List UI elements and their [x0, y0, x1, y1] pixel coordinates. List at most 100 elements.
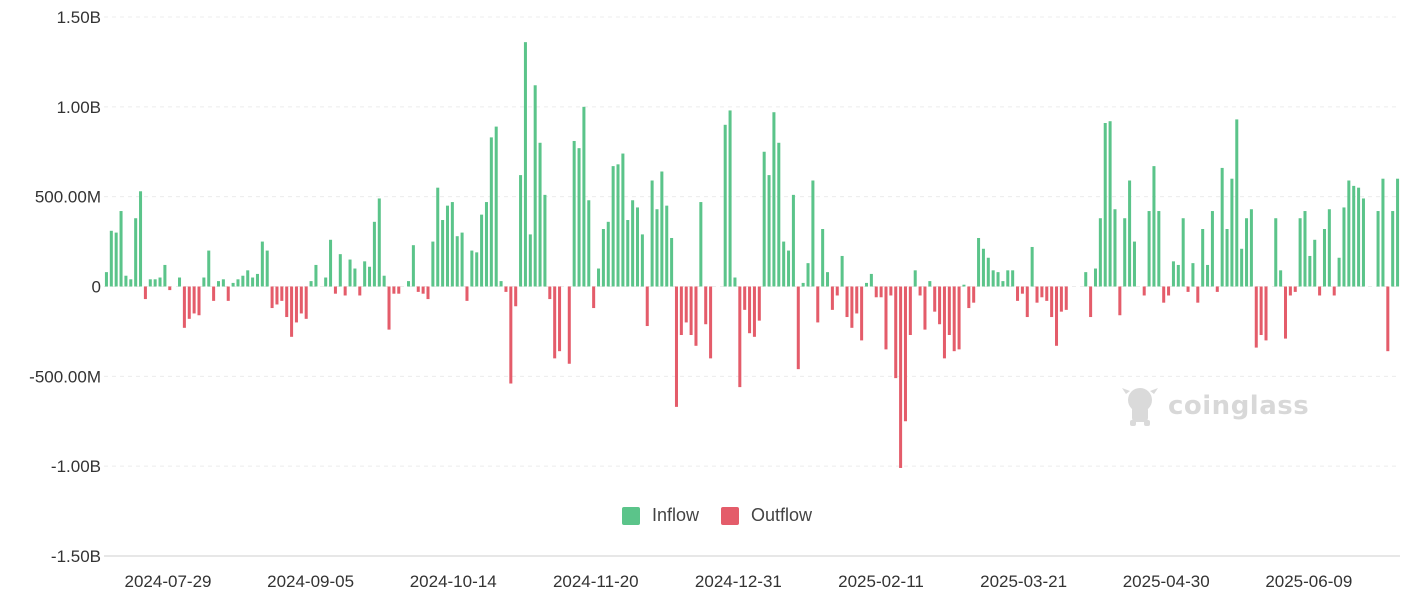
- bar-inflow[interactable]: [577, 148, 581, 287]
- bar-inflow[interactable]: [826, 272, 830, 287]
- bar-inflow[interactable]: [787, 250, 791, 287]
- bar-inflow[interactable]: [1298, 218, 1302, 287]
- bar-inflow[interactable]: [977, 237, 981, 287]
- bar-inflow[interactable]: [699, 202, 703, 287]
- bar-inflow[interactable]: [314, 264, 318, 287]
- bar-inflow[interactable]: [158, 277, 162, 287]
- bar-outflow[interactable]: [514, 286, 518, 307]
- bar-inflow[interactable]: [309, 281, 313, 287]
- bar-outflow[interactable]: [860, 286, 864, 341]
- bar-inflow[interactable]: [1201, 229, 1205, 287]
- bar-inflow[interactable]: [811, 180, 815, 287]
- bar-outflow[interactable]: [674, 286, 678, 407]
- bar-outflow[interactable]: [738, 286, 742, 388]
- bar-outflow[interactable]: [1142, 286, 1146, 296]
- bar-inflow[interactable]: [864, 282, 869, 287]
- bar-outflow[interactable]: [845, 286, 849, 318]
- legend-item-outflow[interactable]: Outflow: [721, 505, 812, 526]
- bar-outflow[interactable]: [908, 286, 912, 336]
- bar-inflow[interactable]: [1245, 218, 1249, 287]
- bar-outflow[interactable]: [1064, 286, 1068, 310]
- bar-outflow[interactable]: [290, 286, 294, 337]
- bar-outflow[interactable]: [1196, 286, 1200, 303]
- bar-inflow[interactable]: [772, 112, 776, 287]
- bar-inflow[interactable]: [1230, 178, 1234, 287]
- bar-inflow[interactable]: [455, 236, 459, 287]
- bar-outflow[interactable]: [421, 286, 425, 294]
- bar-outflow[interactable]: [1050, 286, 1054, 318]
- bar-outflow[interactable]: [645, 286, 649, 327]
- bar-inflow[interactable]: [913, 270, 917, 287]
- bar-inflow[interactable]: [231, 282, 235, 287]
- bar-outflow[interactable]: [416, 286, 420, 292]
- bar-outflow[interactable]: [1293, 286, 1297, 292]
- bar-outflow[interactable]: [387, 286, 391, 330]
- bar-inflow[interactable]: [1376, 211, 1380, 287]
- bar-outflow[interactable]: [343, 286, 347, 296]
- bar-outflow[interactable]: [1283, 286, 1288, 339]
- bar-outflow[interactable]: [558, 286, 562, 352]
- bar-outflow[interactable]: [192, 286, 196, 314]
- bar-inflow[interactable]: [1337, 257, 1341, 287]
- bar-inflow[interactable]: [801, 282, 805, 287]
- bar-outflow[interactable]: [1264, 286, 1268, 341]
- bar-inflow[interactable]: [1396, 178, 1400, 287]
- bar-outflow[interactable]: [182, 286, 186, 328]
- bar-outflow[interactable]: [918, 286, 922, 296]
- bar-inflow[interactable]: [538, 142, 542, 287]
- bar-outflow[interactable]: [548, 286, 552, 300]
- bar-outflow[interactable]: [796, 286, 800, 370]
- bar-outflow[interactable]: [143, 286, 147, 300]
- bar-inflow[interactable]: [1381, 178, 1385, 287]
- bar-inflow[interactable]: [460, 232, 464, 287]
- bar-inflow[interactable]: [587, 200, 591, 287]
- bar-outflow[interactable]: [1332, 286, 1336, 296]
- bar-inflow[interactable]: [1128, 180, 1132, 287]
- bar-outflow[interactable]: [894, 286, 898, 379]
- bar-outflow[interactable]: [972, 286, 976, 303]
- bar-outflow[interactable]: [567, 286, 571, 364]
- bar-outflow[interactable]: [392, 286, 396, 294]
- bar-inflow[interactable]: [611, 166, 615, 287]
- bar-outflow[interactable]: [1089, 286, 1093, 318]
- bar-inflow[interactable]: [523, 42, 527, 287]
- bar-inflow[interactable]: [981, 248, 985, 287]
- bar-outflow[interactable]: [1186, 286, 1190, 292]
- bar-inflow[interactable]: [1147, 211, 1151, 287]
- bar-inflow[interactable]: [767, 175, 771, 287]
- bar-inflow[interactable]: [450, 202, 454, 287]
- bar-outflow[interactable]: [1059, 286, 1063, 312]
- bar-inflow[interactable]: [484, 202, 488, 287]
- bar-inflow[interactable]: [377, 198, 381, 287]
- bar-inflow[interactable]: [202, 277, 206, 287]
- bar-inflow[interactable]: [353, 268, 357, 287]
- bar-inflow[interactable]: [1123, 218, 1127, 287]
- bar-inflow[interactable]: [499, 281, 503, 287]
- bar-outflow[interactable]: [816, 286, 820, 323]
- bar-outflow[interactable]: [270, 286, 274, 309]
- bar-outflow[interactable]: [1288, 286, 1292, 296]
- legend-item-inflow[interactable]: Inflow: [622, 505, 699, 526]
- bar-inflow[interactable]: [660, 171, 664, 287]
- bar-inflow[interactable]: [246, 270, 250, 287]
- bar-outflow[interactable]: [187, 286, 191, 319]
- bar-inflow[interactable]: [665, 205, 669, 287]
- bar-inflow[interactable]: [1391, 211, 1395, 287]
- bar-inflow[interactable]: [411, 245, 415, 287]
- bar-inflow[interactable]: [621, 153, 625, 287]
- bar-outflow[interactable]: [304, 286, 308, 319]
- bar-outflow[interactable]: [899, 286, 903, 468]
- bar-outflow[interactable]: [947, 286, 951, 336]
- bar-inflow[interactable]: [1361, 198, 1365, 287]
- bar-outflow[interactable]: [212, 286, 216, 301]
- bar-inflow[interactable]: [129, 279, 133, 287]
- bar-inflow[interactable]: [338, 254, 342, 287]
- bar-outflow[interactable]: [1025, 286, 1029, 318]
- bar-inflow[interactable]: [329, 239, 333, 287]
- bar-inflow[interactable]: [1011, 270, 1015, 287]
- bar-outflow[interactable]: [1259, 286, 1263, 336]
- bar-inflow[interactable]: [1157, 211, 1161, 287]
- bar-inflow[interactable]: [616, 164, 620, 287]
- bar-inflow[interactable]: [996, 272, 1000, 287]
- bar-outflow[interactable]: [553, 286, 557, 359]
